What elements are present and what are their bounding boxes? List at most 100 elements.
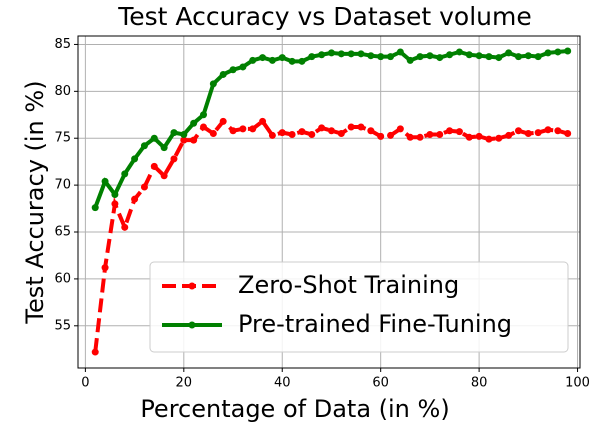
data-point (288, 57, 296, 65)
data-point (278, 129, 286, 137)
data-point (436, 130, 444, 138)
data-point (406, 133, 414, 141)
data-point (514, 127, 522, 135)
data-point (101, 264, 109, 272)
data-point (514, 53, 522, 61)
y-tick-label: 75 (54, 131, 71, 146)
data-point (455, 128, 463, 136)
data-point (229, 127, 237, 135)
x-tick-label: 80 (471, 376, 488, 391)
data-point (377, 53, 385, 61)
data-point (170, 155, 178, 163)
data-point (396, 125, 404, 133)
data-point (347, 123, 355, 131)
data-point (564, 130, 572, 138)
data-point (387, 53, 395, 61)
data-point (318, 51, 326, 59)
data-point (190, 136, 198, 144)
data-point (485, 135, 493, 143)
data-point (416, 133, 424, 141)
x-tick-label: 60 (372, 376, 389, 391)
data-point (140, 142, 148, 150)
data-point (337, 50, 345, 58)
legend-marker (188, 321, 196, 329)
data-point (209, 80, 217, 88)
data-point (229, 66, 237, 74)
data-point (426, 130, 434, 138)
data-point (534, 53, 542, 61)
data-point (200, 111, 207, 119)
data-point (121, 223, 129, 231)
data-point (268, 56, 276, 64)
x-tick-label: 40 (274, 376, 291, 391)
data-point (406, 56, 414, 64)
data-point (200, 123, 207, 131)
y-tick-label: 85 (54, 37, 71, 52)
data-point (446, 51, 454, 59)
data-point (91, 348, 99, 356)
data-point (554, 127, 562, 135)
data-point (308, 130, 316, 138)
data-point (219, 117, 227, 125)
data-point (367, 52, 375, 60)
legend-label: Pre-trained Fine-Tuning (238, 310, 512, 338)
data-point (505, 49, 513, 57)
data-point (239, 63, 247, 71)
data-point (101, 177, 109, 185)
x-tick-label: 0 (81, 376, 89, 391)
data-point (140, 183, 148, 191)
data-point (455, 48, 463, 56)
x-tick-label: 20 (176, 376, 193, 391)
data-point (426, 52, 434, 60)
data-point (337, 130, 345, 138)
data-point (347, 50, 355, 58)
data-point (387, 131, 395, 139)
data-point (505, 131, 513, 139)
data-point (150, 162, 158, 170)
legend-label: Zero-Shot Training (238, 271, 459, 299)
y-tick-label: 80 (54, 84, 71, 99)
data-point (209, 130, 217, 138)
data-point (377, 132, 385, 140)
legend-marker (188, 282, 196, 290)
data-point (357, 50, 365, 58)
data-point (308, 53, 316, 61)
data-point (239, 125, 247, 133)
plot-frame (77, 35, 581, 369)
data-point (495, 54, 503, 62)
data-point (485, 53, 493, 61)
data-point (190, 119, 198, 127)
data-point (298, 128, 306, 136)
y-tick-label: 65 (54, 225, 71, 240)
data-point (249, 56, 257, 64)
data-point (524, 52, 532, 60)
chart-title: Test Accuracy vs Dataset volume (117, 2, 532, 31)
x-axis-label: Percentage of Data (in %) (140, 395, 449, 423)
data-point (180, 136, 188, 144)
data-point (180, 130, 188, 138)
data-point (554, 48, 562, 56)
x-tick-label: 100 (565, 376, 590, 391)
data-point (298, 57, 306, 65)
data-point (446, 127, 454, 135)
data-point (524, 130, 532, 138)
y-tick-label: 55 (54, 318, 71, 333)
data-point (259, 117, 267, 125)
data-point (249, 125, 257, 133)
data-point (416, 53, 424, 61)
y-axis-label: Test Accuracy (in %) (21, 80, 49, 324)
data-point (131, 155, 139, 163)
data-point (357, 123, 365, 131)
data-point (111, 190, 119, 198)
data-point (170, 129, 178, 137)
data-point (219, 70, 227, 78)
data-point (150, 134, 158, 142)
data-point (91, 204, 99, 212)
data-point (495, 134, 503, 142)
data-point (288, 130, 296, 138)
data-point (268, 131, 276, 139)
data-point (465, 51, 473, 59)
data-point (465, 133, 473, 141)
data-point (475, 132, 483, 140)
